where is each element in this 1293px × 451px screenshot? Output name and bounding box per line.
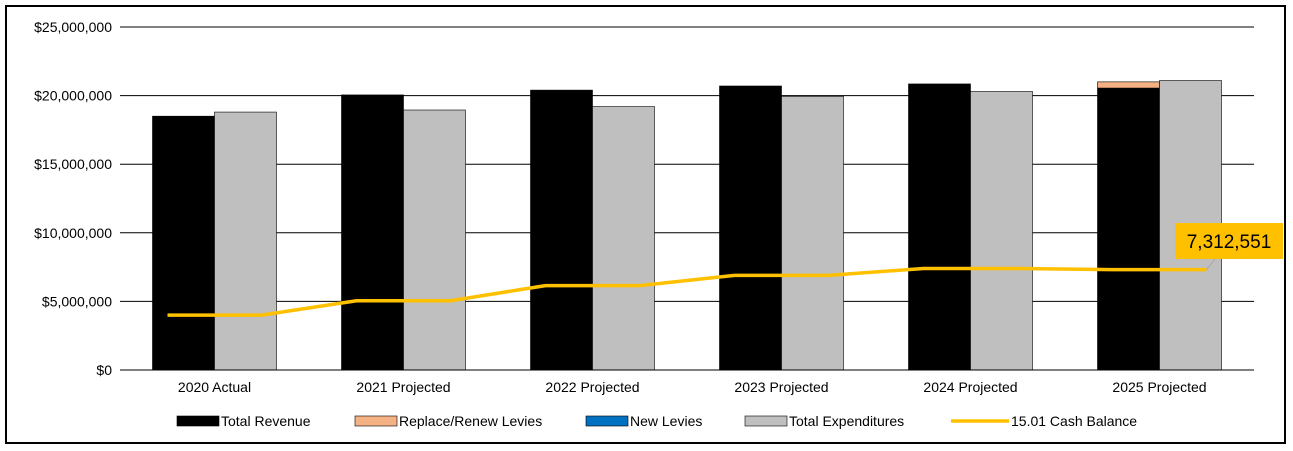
x-tick-label: 2022 Projected <box>545 379 639 395</box>
bar-total-revenue <box>530 89 593 371</box>
x-tick-label: 2021 Projected <box>356 379 450 395</box>
legend-swatch-total-expenditures <box>744 415 788 427</box>
callout-leader <box>1206 258 1216 270</box>
cash-balance-line-group <box>167 266 1207 317</box>
y-tick-label: $15,000,000 <box>34 156 112 172</box>
x-axis-ticks: 2020 Actual 2021 Projected 2022 Projected 2… <box>178 379 1207 395</box>
annotation-callout: 7,312,551 <box>1175 223 1283 270</box>
x-tick-label: 2025 Projected <box>1112 379 1206 395</box>
legend-label-total-revenue: Total Revenue <box>221 413 311 429</box>
bar-total-revenue <box>719 85 782 371</box>
bar-total-revenue <box>908 83 971 371</box>
chart-frame: $0 $5,000,000 $10,000,000 $15,000,000 $20,00… <box>5 5 1286 444</box>
gridlines <box>120 26 1254 302</box>
legend-label-new-levies: New Levies <box>630 413 702 429</box>
x-tick-label: 2023 Projected <box>734 379 828 395</box>
legend-swatch-replace-renew-levies <box>354 415 398 427</box>
x-tick-label: 2020 Actual <box>178 379 251 395</box>
bar-total-expenditures <box>781 95 844 371</box>
legend-swatch-total-revenue <box>176 415 220 427</box>
y-axis-ticks: $0 $5,000,000 $10,000,000 $15,000,000 $20,00… <box>34 19 112 378</box>
legend-label-total-expenditures: Total Expenditures <box>789 413 904 429</box>
bar-total-revenue <box>341 94 404 371</box>
bar-total-revenue <box>152 115 215 371</box>
bars <box>152 80 1222 371</box>
y-tick-label: $20,000,000 <box>34 88 112 104</box>
y-tick-label: $10,000,000 <box>34 225 112 241</box>
callout-label: 7,312,551 <box>1187 232 1272 253</box>
x-tick-label: 2024 Projected <box>923 379 1017 395</box>
legend: Total Revenue Replace/Renew Levies New Lev… <box>176 413 1137 429</box>
bar-total-expenditures <box>970 91 1033 371</box>
y-tick-label: $5,000,000 <box>42 293 112 309</box>
callout-box <box>1175 223 1283 259</box>
legend-label-replace-renew-levies: Replace/Renew Levies <box>399 413 542 429</box>
y-tick-label: $0 <box>96 362 112 378</box>
bar-total-expenditures <box>214 111 277 371</box>
cash-balance-line <box>167 266 1207 317</box>
legend-swatch-new-levies <box>585 415 629 427</box>
bar-replace-renew-levies <box>1097 81 1160 89</box>
y-tick-label: $25,000,000 <box>34 19 112 35</box>
legend-label-15-01-cash-balance: 15.01 Cash Balance <box>1011 413 1137 429</box>
chart-svg: $0 $5,000,000 $10,000,000 $15,000,000 $20,00… <box>34 19 1283 429</box>
bar-total-expenditures <box>592 106 655 371</box>
bar-total-revenue <box>1097 87 1160 371</box>
bar-total-expenditures <box>403 109 466 371</box>
